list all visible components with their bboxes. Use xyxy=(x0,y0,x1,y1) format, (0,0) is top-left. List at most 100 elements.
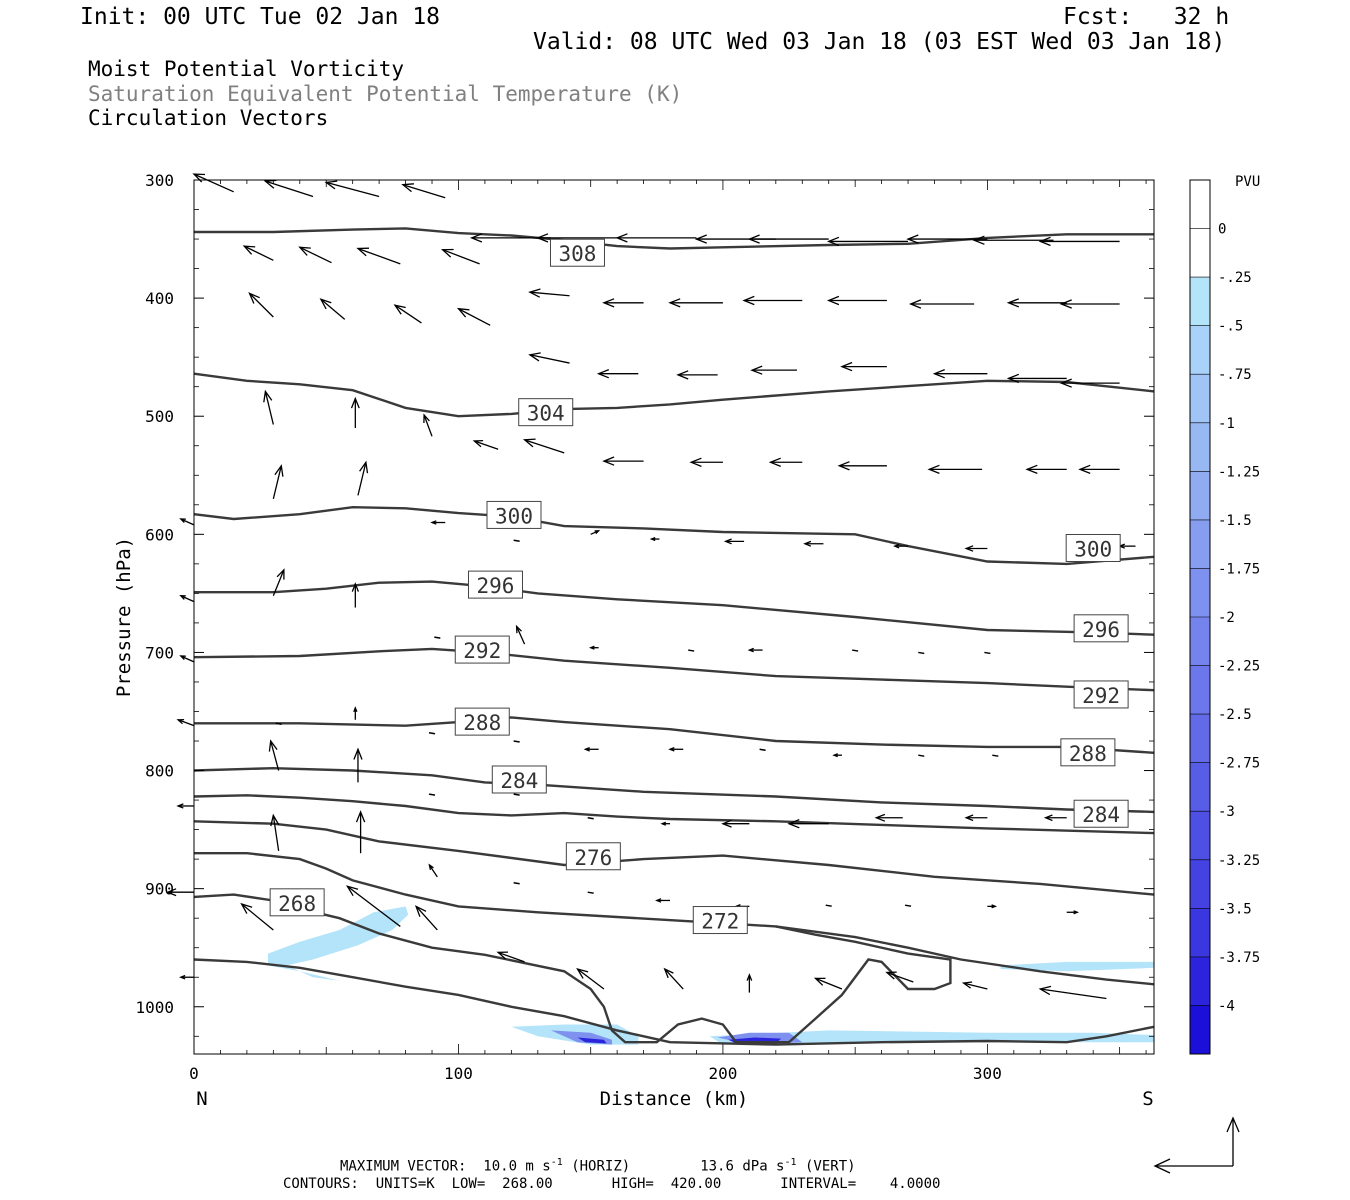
circulation-vector-84 xyxy=(428,793,436,796)
colorbar: 0 -.25 -.5 -.75 -1 -1.25 -1.5 -1.75 -2 -2.25 -2.5 -… xyxy=(1189,179,1260,1055)
circulation-vector-85 xyxy=(513,793,520,796)
theta-contour-272-14 xyxy=(194,852,1155,986)
colorbar-cell-17 xyxy=(1190,1005,1210,1054)
theta-contour-276-13 xyxy=(193,820,1155,896)
theta-contour-268-15 xyxy=(193,893,952,1044)
circulation-vector-100 xyxy=(825,904,832,907)
contour-label-text-304-1: 304 xyxy=(527,402,565,426)
circulation-vector-65 xyxy=(588,645,599,650)
colorbar-cell-1 xyxy=(1190,228,1210,278)
y-tick-label-800: 800 xyxy=(145,762,174,781)
contour-label-284-11: 284 xyxy=(1073,799,1129,828)
circulation-vector-103 xyxy=(1066,910,1080,915)
colorbar-label-14: -3.5 xyxy=(1218,901,1252,917)
circulation-vector-55 xyxy=(723,538,745,545)
circulation-vector-14 xyxy=(298,246,332,264)
circulation-vector-69 xyxy=(918,651,925,655)
circulation-vector-54 xyxy=(649,536,660,542)
x-tick-label-0: 0 xyxy=(189,1064,199,1083)
x-right-end-label: S xyxy=(1142,1088,1153,1110)
theta-contour-284-10 xyxy=(193,766,1155,814)
circulation-vector-12 xyxy=(1038,236,1120,247)
circulation-vector-40 xyxy=(472,439,499,450)
y-tick-label-500: 500 xyxy=(145,407,174,426)
colorbar-label-2: -.5 xyxy=(1218,319,1243,335)
contour-label-text-276-13: 276 xyxy=(574,846,612,870)
contour-label-300-3: 300 xyxy=(1065,533,1121,562)
x-tick-label-200: 200 xyxy=(708,1064,737,1083)
circulation-vector-106 xyxy=(414,905,438,931)
circulation-vector-91 xyxy=(964,814,988,822)
contour-label-text-308-0: 308 xyxy=(559,242,597,266)
circulation-vector-1 xyxy=(263,179,314,198)
contour-label-292-6: 292 xyxy=(454,635,510,664)
contour-label-308-0: 308 xyxy=(549,238,605,267)
theta-contour-304-1 xyxy=(193,372,1155,418)
colorbar-cell-16 xyxy=(1190,956,1210,1006)
circulation-vector-63 xyxy=(434,636,441,639)
colorbar-cell-4 xyxy=(1190,374,1210,423)
circulation-vector-39 xyxy=(423,413,433,437)
circulation-vector-121 xyxy=(179,974,194,980)
circulation-vector-60 xyxy=(1117,543,1136,549)
circulation-vector-3 xyxy=(401,183,446,199)
circulation-vector-24 xyxy=(1059,299,1120,309)
circulation-vector-30 xyxy=(596,368,639,379)
contour-label-300-2: 300 xyxy=(486,500,542,529)
circulation-vector-19 xyxy=(668,298,723,308)
colorbar-cell-11 xyxy=(1190,714,1210,763)
colorbar-label-3: -.75 xyxy=(1218,367,1252,383)
reference-vector-icon xyxy=(1153,1116,1240,1174)
max-vector-vert-suffix: (VERT) xyxy=(796,1158,856,1175)
circulation-vector-43 xyxy=(689,457,723,468)
circulation-vector-104 xyxy=(240,902,274,931)
contour-label-text-268-15: 268 xyxy=(278,892,316,916)
colorbar-cell-7 xyxy=(1190,519,1210,569)
colorbar-cell-14 xyxy=(1190,859,1210,909)
y-tick-label-900: 900 xyxy=(145,880,174,899)
contour-label-text-300-3: 300 xyxy=(1074,537,1112,561)
circulation-vector-78 xyxy=(832,753,842,758)
circulation-vector-53 xyxy=(590,530,601,535)
circulation-vector-66 xyxy=(688,649,695,652)
circulation-vector-90 xyxy=(874,813,903,822)
circulation-vector-8 xyxy=(747,234,829,244)
circulation-vector-56 xyxy=(803,540,824,547)
contour-label-text-300-2: 300 xyxy=(495,504,533,528)
contour-label-296-4: 296 xyxy=(467,570,523,599)
colorbar-cell-9 xyxy=(1190,617,1210,666)
circulation-vector-114 xyxy=(1038,985,1107,1000)
circulation-vector-layer xyxy=(165,173,1136,1000)
theta-contour-base-16 xyxy=(193,958,1155,1046)
circulation-vector-29 xyxy=(528,352,570,364)
y-tick-label-1000: 1000 xyxy=(135,998,174,1017)
y-tick-label-700: 700 xyxy=(145,643,174,662)
theta-contour-300-2 xyxy=(193,505,1155,566)
colorbar-cell-8 xyxy=(1190,568,1210,617)
circulation-vector-10 xyxy=(906,234,988,244)
circulation-vector-57 xyxy=(893,543,909,549)
y-tick-label-300: 300 xyxy=(145,171,174,190)
contour-label-284-10: 284 xyxy=(491,765,547,794)
circulation-vector-25 xyxy=(248,292,274,318)
circulation-vector-21 xyxy=(826,295,887,306)
field-title-vectors: Circulation Vectors xyxy=(88,106,329,130)
contour-label-276-13: 276 xyxy=(565,842,621,871)
circulation-vector-80 xyxy=(992,754,999,757)
max-vector-vert-text: 13.6 dPa s xyxy=(700,1158,785,1175)
colorbar-cell-15 xyxy=(1190,908,1210,957)
circulation-vector-115 xyxy=(165,888,194,897)
circulation-vector-67 xyxy=(747,647,763,653)
pv-region-2-0 xyxy=(577,1037,607,1044)
circulation-vector-13 xyxy=(242,245,274,261)
theta-contour-296-4 xyxy=(194,580,1155,636)
forecast-hour: Fcst: 32 h xyxy=(1063,4,1230,30)
contour-label-304-1: 304 xyxy=(518,398,574,427)
circulation-vector-6 xyxy=(615,233,697,243)
circulation-vector-31 xyxy=(676,370,718,380)
pv-region-0-1 xyxy=(1000,961,1154,972)
circulation-vector-93 xyxy=(270,813,280,851)
circulation-vector-22 xyxy=(908,299,975,309)
x-left-end-label: N xyxy=(196,1088,207,1110)
colorbar-label-12: -3 xyxy=(1218,804,1235,820)
